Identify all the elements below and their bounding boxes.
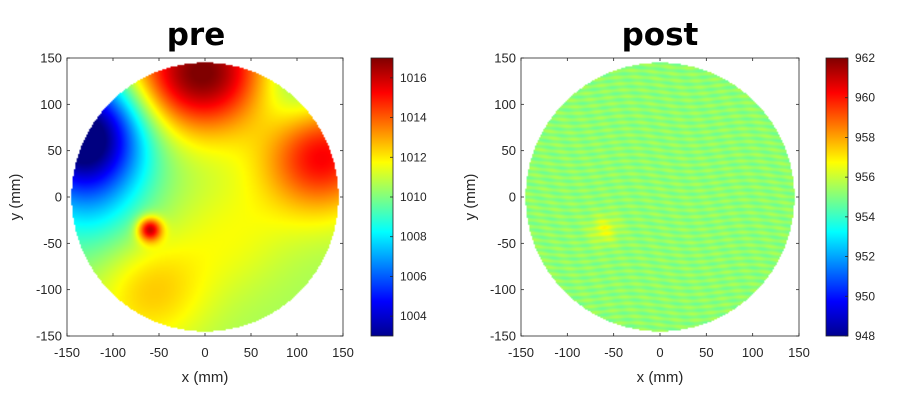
colorbar-tick-label: 948 [855,329,875,343]
post-heatmap [521,58,799,336]
colorbar-tick-label: 1010 [400,190,427,204]
y-tick-label: -150 [490,329,516,344]
post-x-ticks: -150 -100 -50 0 50 100 150 [508,58,810,360]
x-tick-label: 50 [699,345,713,360]
pre-panel: pre -150 -100 -50 0 50 100 150 150 100 50 0 -50 -10… [7,17,427,386]
x-tick-label: 100 [742,345,764,360]
post-y-axis-label: y (mm) [462,174,479,221]
x-tick-label: 150 [788,345,810,360]
pre-x-ticks: -150 -100 -50 0 50 100 150 [54,58,354,360]
x-tick-label: -150 [508,345,534,360]
x-tick-label: -100 [100,345,126,360]
colorbar-tick-label: 1012 [400,150,427,164]
x-tick-label: -50 [150,345,169,360]
x-tick-label: 100 [286,345,308,360]
y-tick-label: 0 [509,190,516,205]
colorbar-tick-label: 1004 [400,309,427,323]
post-y-ticks: 150 100 50 0 -50 -100 -150 [490,51,799,344]
x-tick-label: -150 [54,345,80,360]
colorbar-tick-label: 1014 [400,111,427,125]
post-x-axis-label: x (mm) [637,369,684,386]
pre-y-ticks: 150 100 50 0 -50 -100 -150 [36,51,343,344]
colorbar-tick-label: 1008 [400,230,427,244]
post-colorbar-ticks: 962 960 958 956 954 952 950 948 [845,51,875,343]
pre-colorbar-ticks: 1016 1014 1012 1010 1008 1006 1004 [390,71,427,323]
pre-heatmap [67,58,343,336]
x-tick-label: 150 [332,345,354,360]
post-panel: post -150 -100 -50 0 50 100 150 150100500-50-1… [462,17,875,386]
colorbar-tick-label: 956 [855,170,875,184]
y-tick-label: -100 [36,282,62,297]
pre-y-axis-label: y (mm) [7,174,24,221]
y-tick-label: 150 [40,51,62,66]
y-tick-label: -50 [43,236,62,251]
pre-x-axis-label: x (mm) [182,369,229,386]
y-tick-label: -150 [36,329,62,344]
x-tick-label: 50 [244,345,258,360]
y-tick-label: 150 [494,51,516,66]
y-tick-label: 50 [502,143,516,158]
colorbar-tick-label: 958 [855,130,875,144]
pre-colorbar [370,57,394,337]
y-tick-label: 100 [40,97,62,112]
x-tick-label: -100 [554,345,580,360]
colorbar-tick-label: 1016 [400,71,427,85]
y-tick-label: 50 [48,143,62,158]
colorbar-tick-label: 950 [855,289,875,303]
colorbar-tick-label: 952 [855,250,875,264]
colorbar-tick-label: 962 [855,51,875,65]
post-colorbar [825,57,849,337]
x-tick-label: 0 [656,345,663,360]
colorbar-tick-label: 954 [855,210,875,224]
pre-title: pre [167,17,226,53]
y-tick-label: 100 [494,97,516,112]
y-tick-label: -100 [490,282,516,297]
y-tick-label: -50 [497,236,516,251]
post-title: post [622,17,699,53]
colorbar-tick-label: 1006 [400,269,427,283]
colorbar-tick-label: 960 [855,91,875,105]
x-tick-label: 0 [201,345,208,360]
x-tick-label: -50 [604,345,623,360]
y-tick-label: 0 [55,190,62,205]
